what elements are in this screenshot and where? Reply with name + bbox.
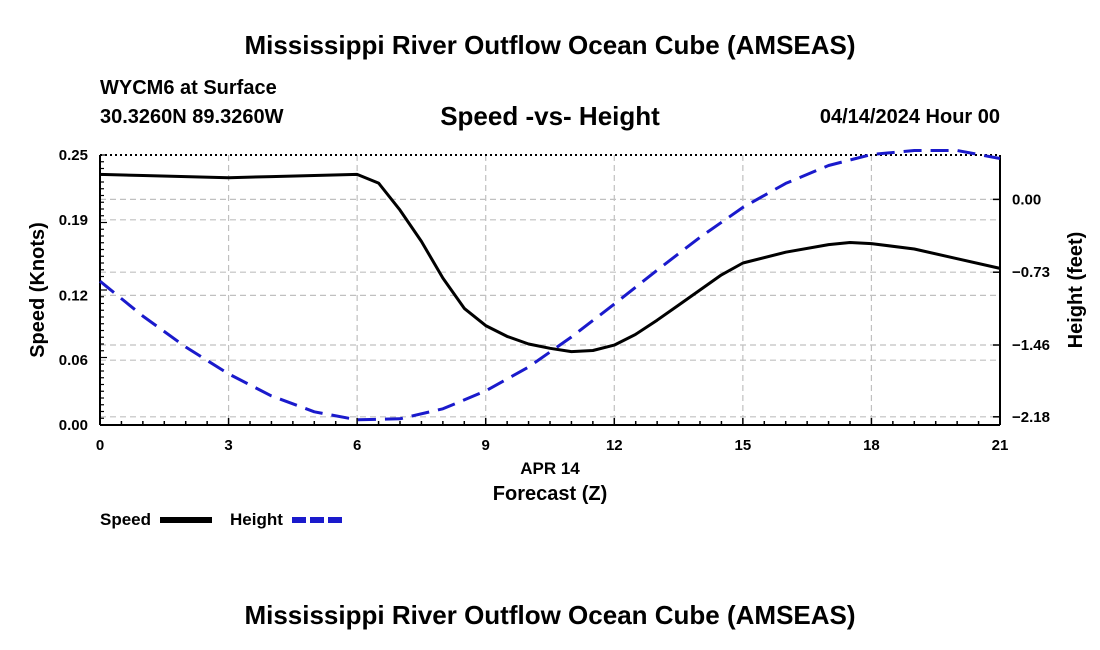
axis-layer (99, 154, 1001, 426)
x-tick-label: 15 (735, 437, 752, 454)
series-layer (99, 149, 1001, 422)
x-tick-label: 3 (224, 437, 232, 454)
y2-tick-label: 0.00 (1012, 191, 1041, 208)
coordinates-label: 30.3260N 89.3260W (100, 106, 284, 128)
y-tick-label: 0.25 (59, 147, 88, 164)
x-sublabel: APR 14 (520, 459, 580, 478)
x-tick-label: 18 (863, 437, 880, 454)
x-tick-label: 21 (992, 437, 1009, 454)
footer-title: Mississippi River Outflow Ocean Cube (AM… (244, 600, 856, 630)
chart-title: Speed -vs- Height (440, 101, 660, 131)
y2-axis-label: Height (feet) (1065, 232, 1087, 349)
y2-tick-label: −0.73 (1012, 264, 1050, 281)
main-title: Mississippi River Outflow Ocean Cube (AM… (244, 30, 856, 60)
station-label: WYCM6 at Surface (100, 77, 277, 99)
x-tick-label: 6 (353, 437, 361, 454)
x-tick-label: 0 (96, 437, 104, 454)
y-tick-label: 0.00 (59, 417, 88, 434)
x-tick-label: 12 (606, 437, 623, 454)
y-tick-label: 0.12 (59, 287, 88, 304)
series-line-speed (99, 172, 1001, 354)
y2-tick-label: −2.18 (1012, 409, 1050, 426)
y2-tick-label: −1.46 (1012, 337, 1050, 354)
y-tick-label: 0.19 (59, 212, 88, 229)
legend-speed-label: Speed (100, 510, 152, 529)
series-line-height (99, 149, 1001, 422)
y-axis-label: Speed (Knots) (27, 222, 49, 358)
grid-layer (100, 155, 1000, 425)
x-axis-label: Forecast (Z) (493, 483, 607, 505)
datetime-label: 04/14/2024 Hour 00 (819, 106, 1000, 128)
x-tick-label: 9 (482, 437, 490, 454)
label-layer: 0 3 6 9 12 15 18 21 0.00 0.06 0.12 0.19 0.25 0.00 −0.7… (27, 147, 1087, 523)
legend-height-label: Height (230, 510, 283, 529)
y-tick-label: 0.06 (59, 352, 88, 369)
